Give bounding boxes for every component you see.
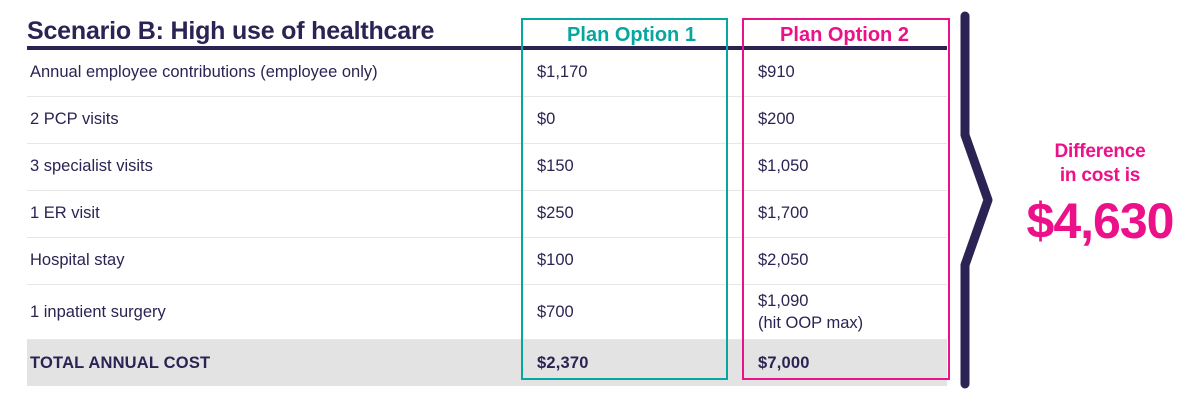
total-label: TOTAL ANNUAL COST bbox=[27, 339, 521, 387]
table-row: 2 PCP visits $0 $200 bbox=[27, 95, 947, 143]
cost-comparison-table-wrapper: Scenario B: High use of healthcare Plan … bbox=[27, 17, 947, 387]
table-total-row: TOTAL ANNUAL COST $2,370 $7,000 bbox=[27, 339, 947, 387]
difference-callout: Difference in cost is $4,630 bbox=[1005, 140, 1195, 247]
total-value-option1: $2,370 bbox=[521, 339, 742, 387]
chevron-bracket-icon bbox=[960, 11, 993, 389]
row-value-option2-amount: $1,090 bbox=[758, 291, 809, 310]
row-label: Annual employee contributions (employee … bbox=[30, 63, 378, 82]
row-value-option2: $1,700 bbox=[742, 189, 947, 237]
difference-callout-amount: $4,630 bbox=[1026, 192, 1175, 249]
difference-callout-label: Difference in cost is bbox=[1005, 140, 1195, 189]
row-value-option1: $150 bbox=[521, 142, 742, 190]
table-title: Scenario B: High use of healthcare bbox=[27, 17, 435, 45]
table-header-row: Scenario B: High use of healthcare Plan … bbox=[27, 17, 947, 46]
table-row: 1 ER visit $250 $1,700 bbox=[27, 189, 947, 237]
row-value-option1: $700 bbox=[521, 283, 742, 340]
row-value-option1: $100 bbox=[521, 236, 742, 284]
row-value-option2: $910 bbox=[758, 63, 795, 82]
row-label: 1 inpatient surgery bbox=[27, 283, 521, 340]
column-header-plan-option-1: Plan Option 1 bbox=[567, 23, 696, 46]
row-value-option2-note: (hit OOP max) bbox=[758, 313, 864, 332]
cost-comparison-table: Scenario B: High use of healthcare Plan … bbox=[27, 17, 947, 387]
row-label: Hospital stay bbox=[27, 236, 521, 284]
row-value-option1: $1,170 bbox=[537, 63, 588, 82]
row-value-option2: $1,090 (hit OOP max) bbox=[742, 283, 947, 340]
row-value-option2: $1,050 bbox=[742, 142, 947, 190]
difference-callout-label-line2: in cost is bbox=[1059, 165, 1141, 187]
row-value-option1: $250 bbox=[521, 189, 742, 237]
row-label: 1 ER visit bbox=[27, 189, 521, 237]
row-value-option2: $200 bbox=[742, 95, 947, 143]
table-row: Hospital stay $100 $2,050 bbox=[27, 236, 947, 284]
column-header-plan-option-2: Plan Option 2 bbox=[780, 23, 909, 46]
row-label: 3 specialist visits bbox=[27, 142, 521, 190]
difference-callout-label-line1: Difference bbox=[1054, 141, 1146, 162]
table-row: 3 specialist visits $150 $1,050 bbox=[27, 142, 947, 190]
row-label: 2 PCP visits bbox=[27, 95, 521, 143]
header-rule bbox=[27, 45, 947, 50]
table-row: 1 inpatient surgery $700 $1,090 (hit OOP… bbox=[27, 283, 947, 340]
header-rule-bar bbox=[27, 45, 947, 50]
total-value-option2: $7,000 bbox=[742, 339, 947, 387]
table-body: Annual employee contributions (employee … bbox=[27, 50, 947, 387]
table-row: Annual employee contributions (employee … bbox=[27, 50, 947, 97]
row-value-option2: $2,050 bbox=[742, 236, 947, 284]
row-value-option1: $0 bbox=[521, 95, 742, 143]
